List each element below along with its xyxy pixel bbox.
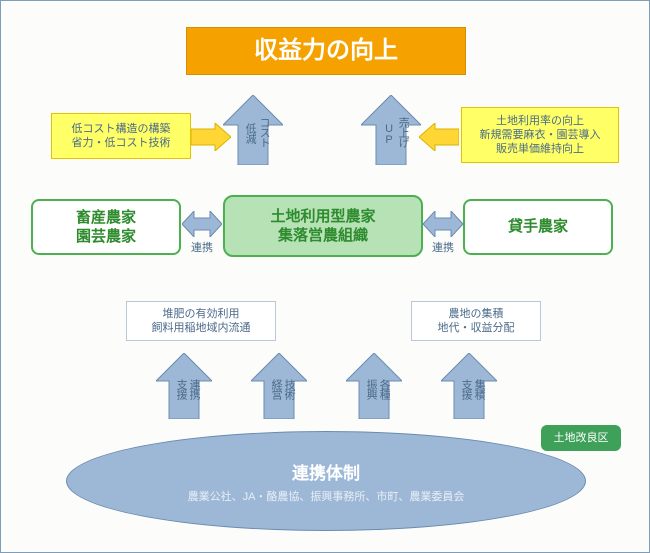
arrow-b4-l2: 支援 (460, 379, 472, 399)
right-yellow-l1: 土地利用率の向上 (496, 114, 584, 128)
right-yellow-l3: 販売単価維持向上 (496, 142, 584, 156)
farmland-l2: 地代・収益分配 (438, 321, 515, 335)
bidir-left (182, 211, 222, 242)
arrow-b4-l1: 集積 (473, 379, 485, 399)
compost-box: 堆肥の有効利用 飼料用稲地域内流通 (126, 301, 276, 341)
farmland-l1: 農地の集積 (449, 307, 504, 321)
arrow-cost-label-2: 低減 (244, 123, 256, 143)
ellipse-title: 連携体制 (292, 459, 360, 484)
livestock-box: 畜産農家 園芸農家 (31, 199, 181, 255)
bidir-right-label: 連携 (432, 239, 454, 255)
bidir-left-label: 連携 (191, 239, 213, 255)
bidir-right (423, 211, 463, 242)
diagram-canvas: 収益力の向上 コスト 低減 売上げ UP 低コスト構造の構築 省力・低コスト技術… (0, 0, 650, 553)
livestock-l1: 畜産農家 (76, 208, 136, 228)
yellow-arrow-left (191, 123, 231, 156)
title-box: 収益力の向上 (186, 27, 466, 75)
ellipse-sub: 農業公社、JA・酪農協、振興事務所、市町、農業委員会 (188, 488, 465, 504)
center-l1: 土地利用型農家 (270, 207, 375, 227)
center-l2: 集落営農組織 (278, 226, 368, 246)
left-yellow-box: 低コスト構造の構築 省力・低コスト技術 (51, 113, 191, 159)
left-yellow-l1: 低コスト構造の構築 (72, 122, 171, 136)
center-box: 土地利用型農家 集落営農組織 (223, 195, 423, 257)
badge-text: 土地改良区 (554, 431, 609, 445)
right-yellow-box: 土地利用率の向上 新規需要麻衣・園芸導入 販売単価維持向上 (461, 107, 619, 163)
livestock-l2: 園芸農家 (76, 227, 136, 247)
title-text: 収益力の向上 (254, 35, 398, 66)
compost-l2: 飼料用稲地域内流通 (152, 321, 251, 335)
arrow-b3-l2: 振興 (365, 379, 377, 399)
lender-box: 貸手農家 (463, 199, 613, 255)
farmland-box: 農地の集積 地代・収益分配 (411, 301, 541, 341)
arrow-b2-l1: 技術 (283, 379, 295, 399)
arrow-b1-l2: 支援 (175, 379, 187, 399)
arrow-cost-label-1: コスト (258, 117, 270, 147)
arrow-sales-label-1: 売上げ (397, 117, 409, 147)
arrow-b2-l2: 経営 (270, 379, 282, 399)
land-improvement-badge: 土地改良区 (541, 425, 621, 451)
coop-ellipse: 連携体制 農業公社、JA・酪農協、振興事務所、市町、農業委員会 (66, 431, 586, 531)
yellow-arrow-right (419, 123, 459, 156)
right-yellow-l2: 新規需要麻衣・園芸導入 (480, 128, 601, 142)
left-yellow-l2: 省力・低コスト技術 (72, 136, 171, 150)
arrow-b3-l1: 各種 (378, 379, 390, 399)
arrow-sales-label-2: UP (383, 123, 395, 145)
arrow-b1-l1: 連携 (188, 379, 200, 399)
lender-text: 貸手農家 (508, 217, 568, 237)
compost-l1: 堆肥の有効利用 (163, 307, 240, 321)
